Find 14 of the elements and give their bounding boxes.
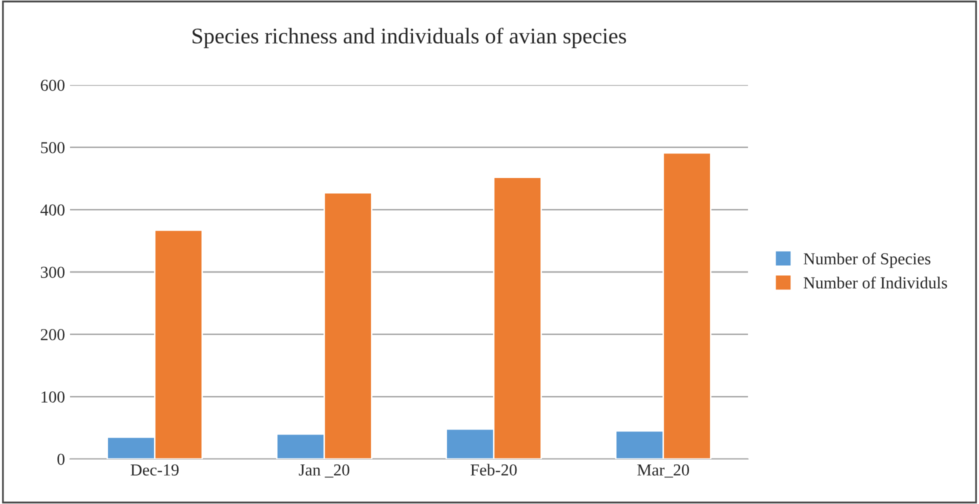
legend-label: Number of Species	[804, 252, 930, 268]
y-tick-label: 0	[57, 454, 65, 465]
y-tick-label: 300	[40, 266, 65, 278]
y-tick-label: 100	[42, 391, 65, 403]
y-tick-label: 200	[40, 329, 65, 340]
x-tick-label: Mar_20	[637, 464, 689, 478]
y-tick-label: 500	[41, 142, 65, 154]
y-tick-label: 600	[40, 80, 65, 91]
legend-label: Number of Individuls	[804, 276, 948, 288]
x-tick-label: Feb-20	[470, 464, 517, 476]
x-tick-label: Jan _20	[298, 464, 350, 478]
chart-title: Species richness and individuals of avian species	[192, 28, 626, 48]
x-tick-label: Dec-19	[130, 464, 179, 476]
y-tick-label: 400	[40, 204, 65, 216]
